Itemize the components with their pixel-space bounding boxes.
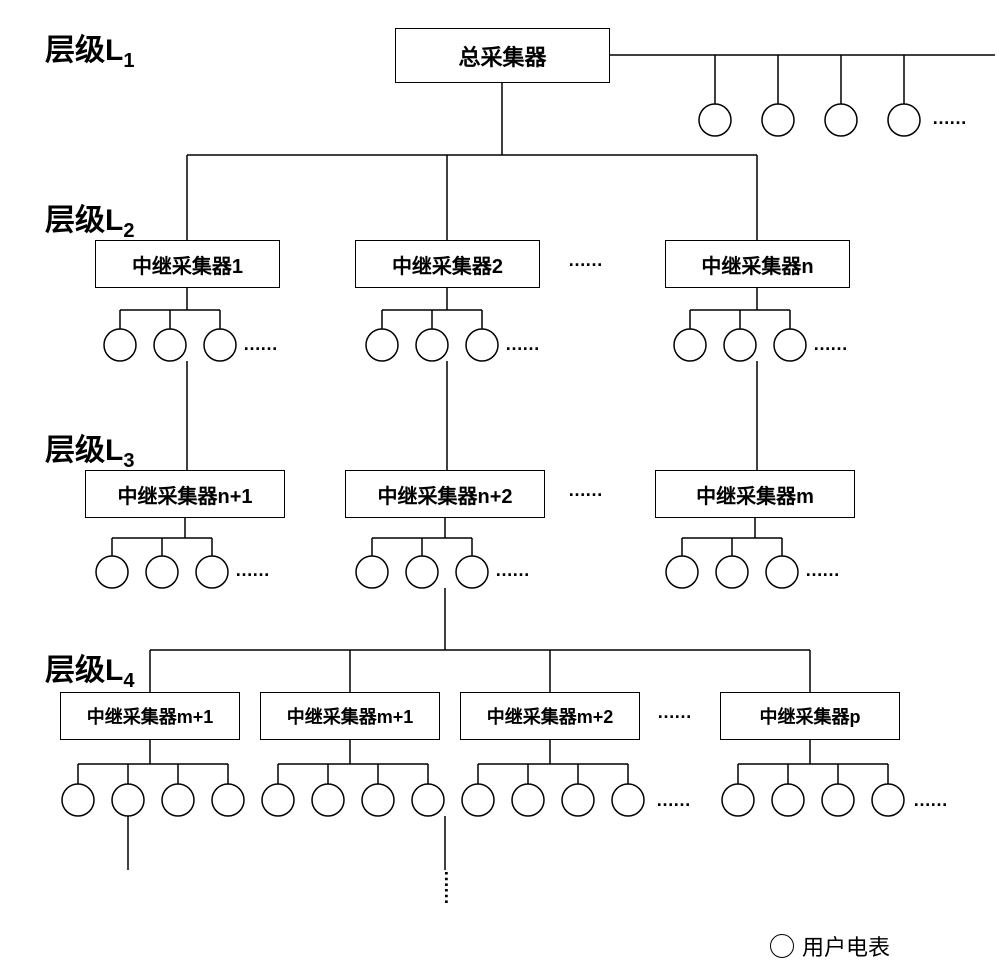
- ellipsis: ……: [568, 480, 602, 501]
- ellipsis: ……: [505, 334, 539, 355]
- ellipsis: ……: [913, 790, 947, 811]
- ellipsis: ……: [243, 334, 277, 355]
- ellipsis: ……: [932, 108, 966, 129]
- legend-label: 用户电表: [802, 930, 890, 962]
- ellipsis: ……: [235, 560, 269, 581]
- level-label-l3: 层级L3: [45, 425, 134, 473]
- box-l4-2: 中继采集器m+1: [260, 692, 440, 740]
- box-l3-1: 中继采集器n+1: [85, 470, 285, 518]
- box-l2-1: 中继采集器1: [95, 240, 280, 288]
- box-l3-m: 中继采集器m: [655, 470, 855, 518]
- box-l2-2: 中继采集器2: [355, 240, 540, 288]
- box-root: 总采集器: [395, 28, 610, 83]
- ellipsis: ……: [656, 790, 690, 811]
- ellipsis: ……: [805, 560, 839, 581]
- box-l2-n: 中继采集器n: [665, 240, 850, 288]
- vertical-ellipsis: ……: [440, 870, 461, 904]
- box-l4-1: 中继采集器m+1: [60, 692, 240, 740]
- ellipsis: ……: [813, 334, 847, 355]
- legend-circle-icon: [770, 934, 794, 958]
- ellipsis: ……: [495, 560, 529, 581]
- ellipsis: ……: [568, 250, 602, 271]
- ellipsis: ……: [657, 702, 691, 723]
- level-label-l2: 层级L2: [45, 195, 134, 243]
- legend: 用户电表: [770, 930, 890, 962]
- box-l4-3: 中继采集器m+2: [460, 692, 640, 740]
- box-l4-p: 中继采集器p: [720, 692, 900, 740]
- level-label-l4: 层级L4: [45, 645, 134, 693]
- box-l3-2: 中继采集器n+2: [345, 470, 545, 518]
- level-label-l1: 层级L1: [45, 25, 134, 73]
